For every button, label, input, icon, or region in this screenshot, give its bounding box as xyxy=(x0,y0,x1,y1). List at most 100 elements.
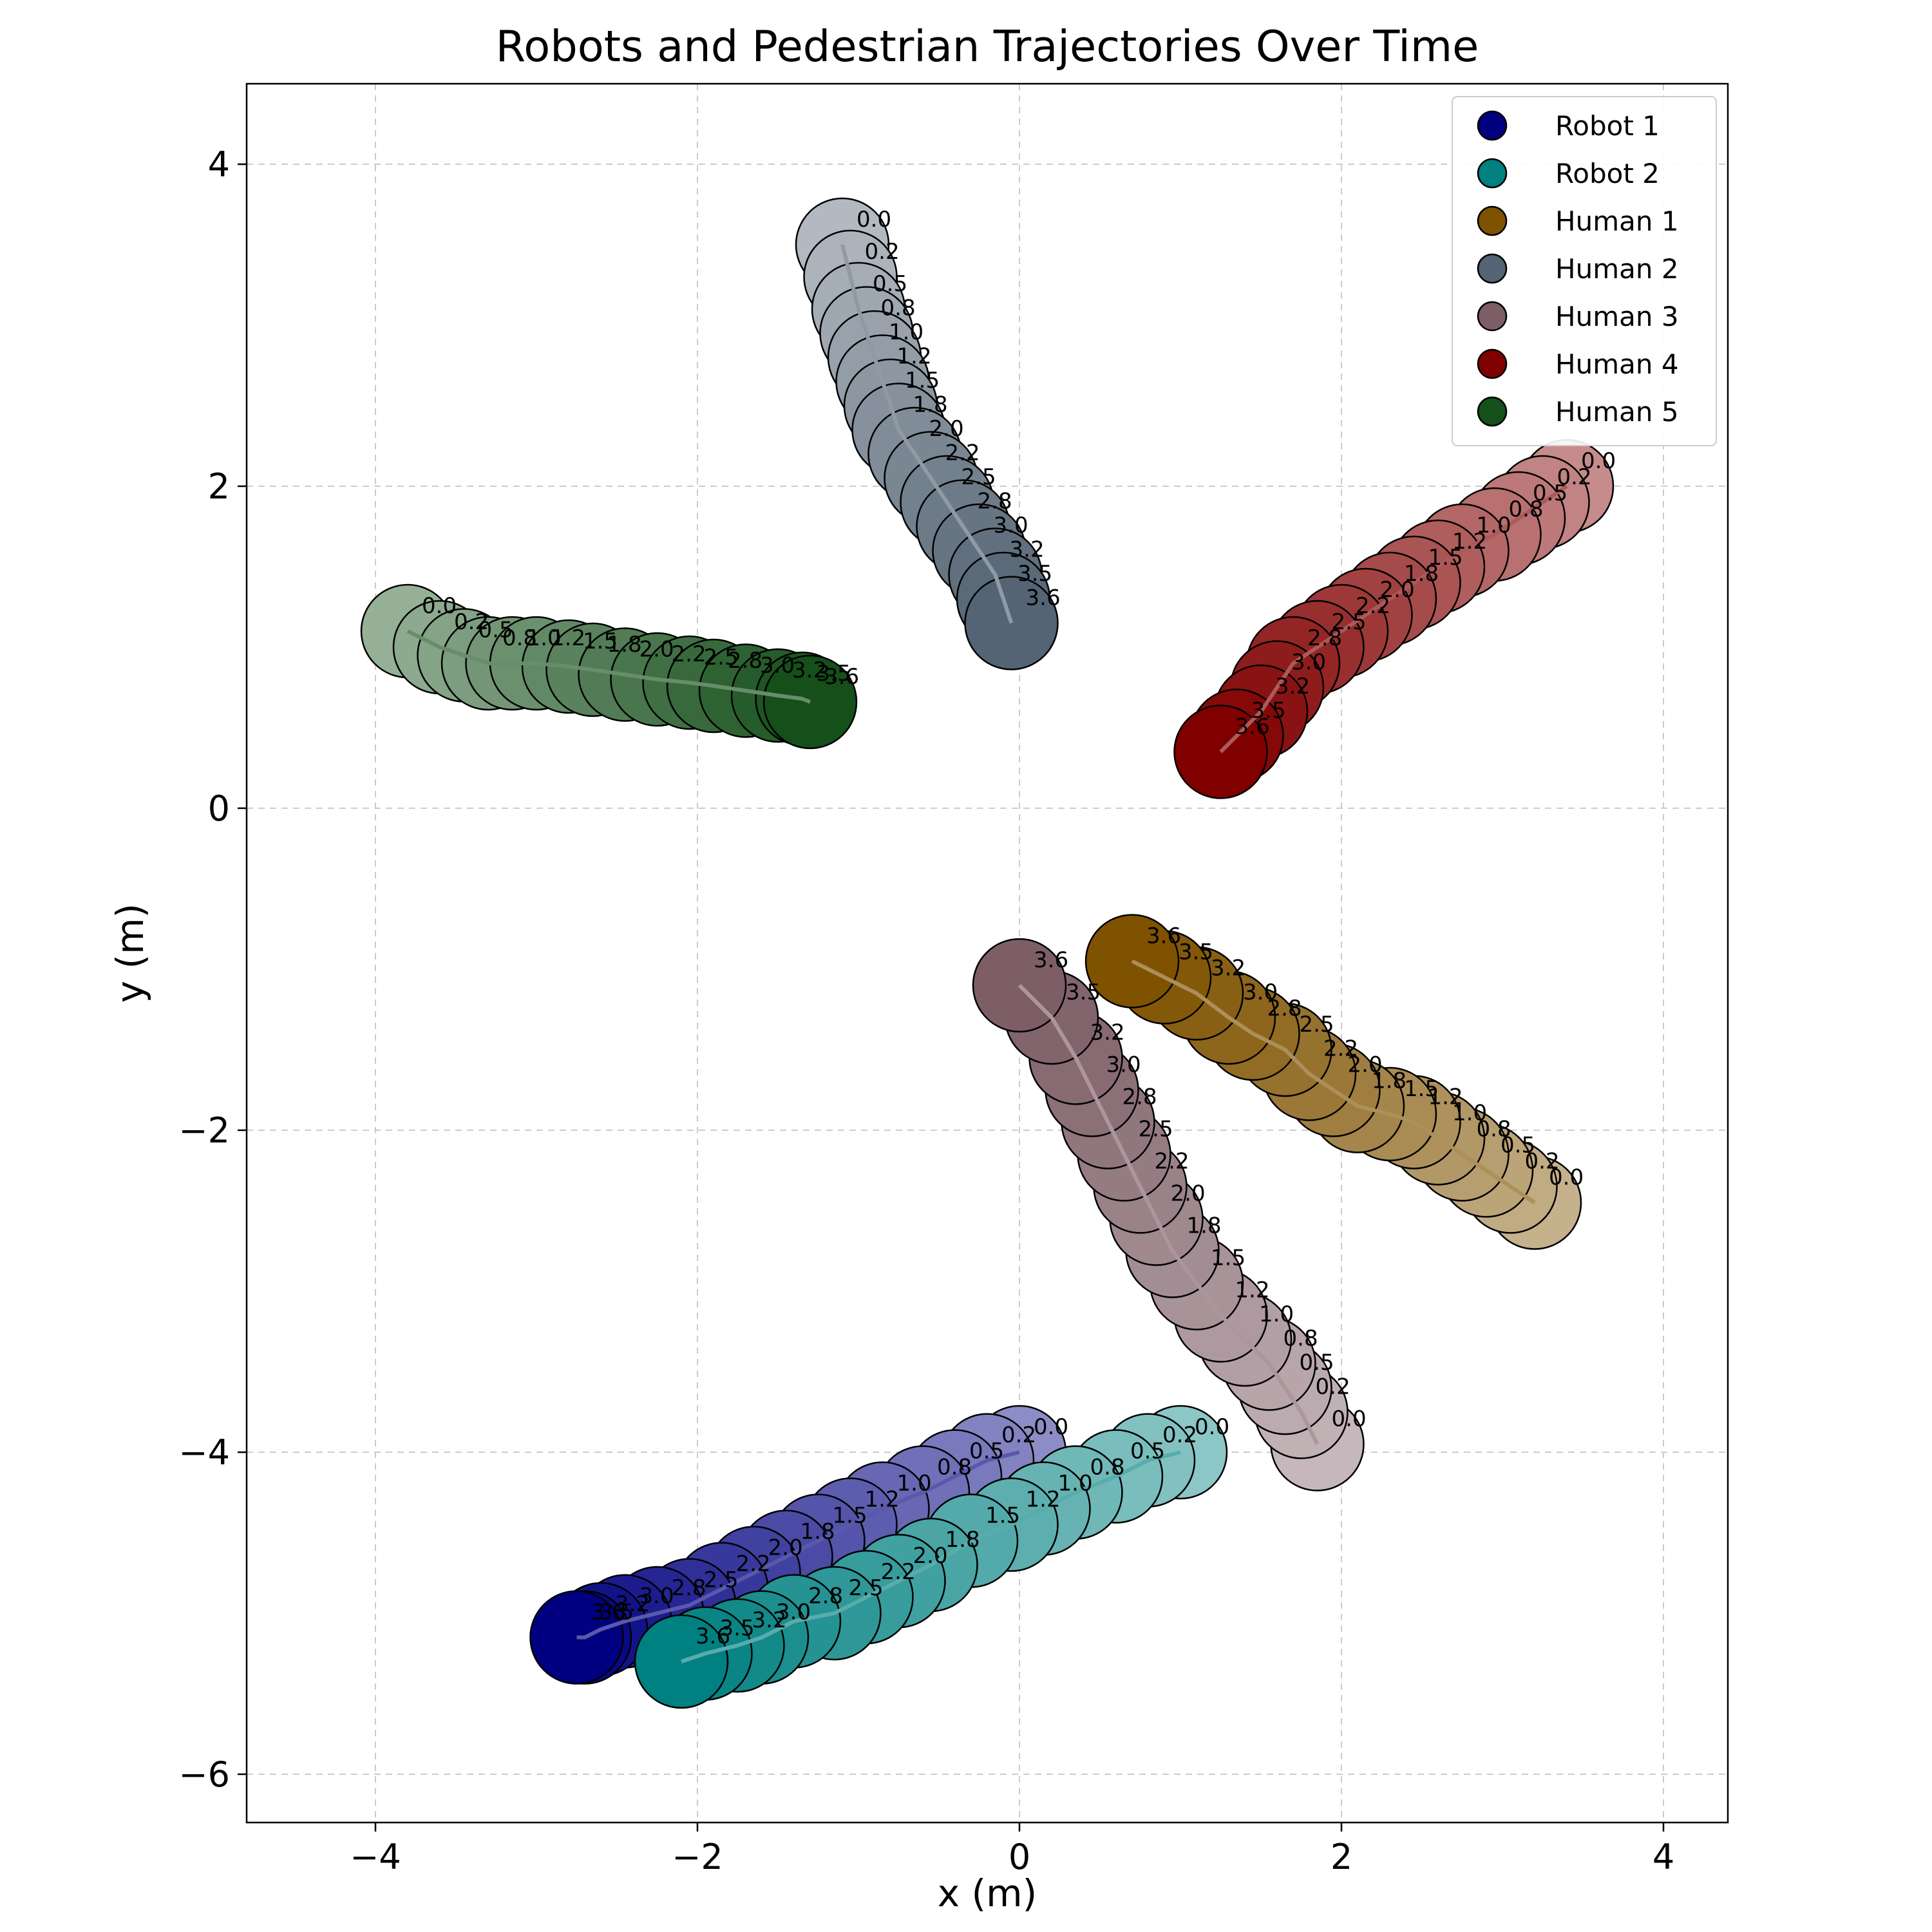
time-label: 3.6 xyxy=(1146,923,1181,949)
time-label: 1.2 xyxy=(1235,1278,1270,1303)
time-label: 0.2 xyxy=(1162,1423,1197,1448)
legend: Robot 1 Robot 2 Human 1 Human 2 Human 3 Human… xyxy=(1452,96,1717,446)
time-label: 2.0 xyxy=(1348,1052,1383,1078)
plot-area: 0.00.20.50.81.01.21.51.82.02.22.52.83.03… xyxy=(360,197,1616,1709)
x-tick-label: 4 xyxy=(1653,1837,1674,1877)
legend-item: Robot 2 xyxy=(1477,158,1660,189)
axes-frame xyxy=(245,82,1729,1824)
chart-title: Robots and Pedestrian Trajectories Over … xyxy=(496,21,1479,71)
series-human-3: 0.00.20.50.81.01.21.51.82.02.22.52.83.03… xyxy=(972,938,1367,1492)
legend-item: Human 1 xyxy=(1477,205,1679,237)
time-label: 0.5 xyxy=(1501,1133,1535,1159)
time-label: 3.6 xyxy=(1034,947,1068,973)
time-label: 3.2 xyxy=(1211,956,1245,981)
plot-content: 0.00.20.50.81.01.21.51.82.02.22.52.83.03… xyxy=(360,197,1616,1709)
time-label: 2.2 xyxy=(881,1559,916,1585)
time-label: 2.8 xyxy=(1267,996,1302,1021)
time-label: 3.2 xyxy=(1090,1020,1125,1046)
legend-label: Human 2 xyxy=(1555,253,1679,285)
time-label: 2.2 xyxy=(945,440,980,466)
time-label: 2.5 xyxy=(1332,609,1367,635)
time-label: 3.6 xyxy=(696,1624,730,1649)
time-label: 0.8 xyxy=(1509,497,1544,522)
time-label: 1.8 xyxy=(607,632,642,658)
series-human-4: 0.00.20.50.81.01.21.51.82.02.22.52.83.03… xyxy=(1173,439,1616,799)
time-label: 2.8 xyxy=(672,1575,706,1601)
trajectory-line xyxy=(406,629,811,704)
time-label: 1.2 xyxy=(865,1487,900,1513)
legend-item: Human 4 xyxy=(1477,348,1679,380)
x-tick-label: 2 xyxy=(1331,1837,1352,1877)
time-label: 0.0 xyxy=(1332,1406,1367,1432)
trajectory-line xyxy=(1018,983,1320,1445)
time-label: 0.8 xyxy=(881,296,916,321)
time-label: 1.2 xyxy=(897,344,932,370)
time-label: 1.5 xyxy=(905,368,940,393)
series-robot-2: 0.00.20.50.81.01.21.51.82.02.22.52.83.03… xyxy=(634,1405,1229,1709)
time-label: 2.8 xyxy=(808,1584,843,1609)
time-label: 0.0 xyxy=(857,207,891,232)
series-human-1: 0.00.20.50.81.01.21.51.82.02.22.52.83.03… xyxy=(1084,914,1584,1250)
axis-ticks: −4 −2 0 2 4 −6 −4 −2 0 2 4 xyxy=(178,144,1674,1877)
time-label: 0.8 xyxy=(1477,1117,1511,1142)
time-label: 2.2 xyxy=(1155,1149,1189,1175)
time-label: 2.2 xyxy=(1323,1036,1358,1062)
time-label: 0.0 xyxy=(422,593,457,619)
time-label: 2.5 xyxy=(849,1575,884,1601)
legend-box xyxy=(1452,96,1717,446)
time-label: 0.8 xyxy=(1283,1326,1318,1352)
time-label: 3.2 xyxy=(1275,674,1310,699)
time-label: 2.0 xyxy=(913,1543,948,1569)
time-label: 3.6 xyxy=(824,664,859,690)
time-label: 1.8 xyxy=(1187,1213,1222,1239)
series-human-2: 0.00.20.50.81.01.21.51.82.02.22.52.83.03… xyxy=(795,197,1061,670)
time-label: 0.5 xyxy=(478,618,513,643)
time-label: 2.8 xyxy=(1307,625,1342,651)
time-label: 2.0 xyxy=(1380,577,1415,603)
time-label: 3.2 xyxy=(752,1607,787,1633)
legend-marker xyxy=(1477,301,1508,332)
time-label: 1.2 xyxy=(1026,1487,1061,1513)
time-label: 0.5 xyxy=(969,1439,1004,1464)
time-label: 0.8 xyxy=(1090,1455,1125,1481)
legend-label: Human 1 xyxy=(1555,205,1679,237)
time-label: 2.2 xyxy=(1356,593,1390,619)
time-label: 2.2 xyxy=(736,1551,771,1577)
x-tick-label: −2 xyxy=(672,1837,723,1877)
time-label: 3.0 xyxy=(760,653,795,679)
time-label: 0.2 xyxy=(1316,1374,1350,1400)
time-label: 0.2 xyxy=(1525,1149,1560,1175)
time-label: 0.0 xyxy=(1195,1414,1229,1440)
time-label: 0.0 xyxy=(1581,448,1616,474)
time-label: 1.8 xyxy=(800,1519,835,1545)
trajectory-line xyxy=(681,1450,1181,1663)
time-label: 2.5 xyxy=(1139,1117,1173,1142)
time-label: 2.5 xyxy=(704,1567,739,1593)
series-human-5: 0.00.20.50.81.01.21.51.82.02.22.52.83.03… xyxy=(360,583,859,750)
y-tick-label: 4 xyxy=(208,144,230,185)
time-label: 3.5 xyxy=(817,661,851,687)
legend-label: Human 5 xyxy=(1555,396,1679,428)
time-label: 0.8 xyxy=(502,625,537,651)
y-tick-label: 0 xyxy=(208,788,230,829)
time-label: 1.0 xyxy=(897,1471,932,1497)
time-label: 3.5 xyxy=(720,1616,755,1642)
time-label: 1.5 xyxy=(1428,545,1463,571)
time-label: 2.8 xyxy=(728,648,762,674)
time-label: 0.5 xyxy=(1130,1439,1165,1464)
time-label: 1.5 xyxy=(1211,1245,1245,1271)
time-label: 3.5 xyxy=(1179,940,1213,965)
time-label: 2.0 xyxy=(929,416,964,442)
time-label: 3.2 xyxy=(615,1591,650,1617)
y-axis-label: y (m) xyxy=(108,904,152,1003)
time-label: 1.5 xyxy=(1404,1076,1439,1102)
trajectory-line xyxy=(1131,959,1536,1204)
y-tick-label: −4 xyxy=(178,1432,230,1473)
x-tick-label: −4 xyxy=(350,1837,401,1877)
time-label: 1.0 xyxy=(1058,1471,1093,1497)
time-label: 3.6 xyxy=(1026,585,1061,611)
time-label: 1.2 xyxy=(1452,529,1487,554)
x-axis-label: x (m) xyxy=(938,1871,1037,1915)
time-label: 1.0 xyxy=(1259,1302,1294,1327)
